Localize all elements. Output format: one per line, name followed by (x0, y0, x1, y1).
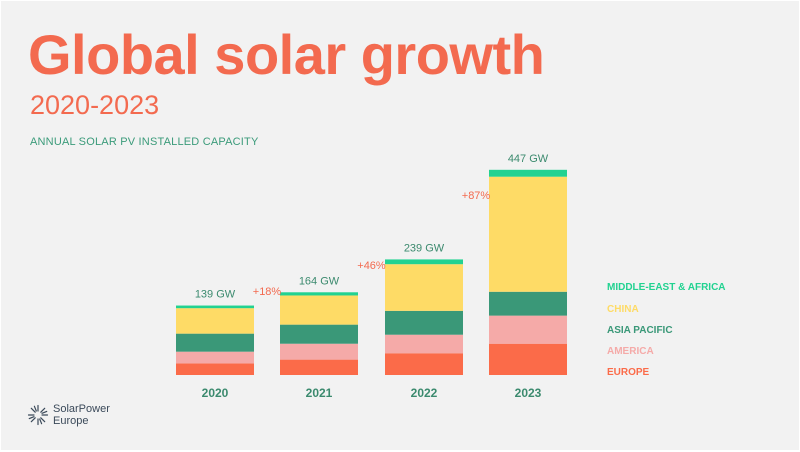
bar-2020-middle-east-africa (176, 305, 254, 309)
bar-2021-china (280, 295, 358, 325)
page-subtitle: 2020-2023 (30, 90, 160, 120)
bar-2020-europe (176, 363, 254, 375)
legend-america: AMERICA (607, 346, 654, 357)
bar-2023-america (489, 315, 567, 344)
page-title: Global solar growth (28, 23, 545, 86)
bar-2020-china (176, 308, 254, 334)
solarpower-europe-logo: SolarPower Europe (27, 403, 110, 427)
legend-middle-east-africa: MIDDLE-EAST & AFRICA (607, 282, 726, 293)
total-label-2020: 139 GW (195, 289, 236, 301)
bar-2021-europe (280, 359, 358, 375)
bar-2022-china (385, 264, 463, 311)
bar-2022-europe (385, 353, 463, 375)
x-tick-2020: 2020 (202, 386, 229, 400)
total-label-2022: 239 GW (404, 242, 445, 254)
total-label-2021: 164 GW (299, 275, 340, 287)
bar-2022-middle-east-africa (385, 259, 463, 265)
bar-2023-middle-east-africa (489, 169, 567, 177)
growth-label-2: +46% (357, 260, 386, 272)
bar-2023-china (489, 176, 567, 292)
logo-line-1: SolarPower (53, 403, 110, 415)
legend-china: CHINA (607, 304, 639, 315)
legend-europe: EUROPE (607, 367, 650, 378)
bar-2020-asia-pacific (176, 333, 254, 352)
bar-2021-asia-pacific (280, 324, 358, 344)
growth-label-3: +87% (462, 190, 491, 202)
legend-asia-pacific: ASIA PACIFIC (607, 325, 673, 336)
logo-line-2: Europe (53, 415, 89, 427)
x-tick-2023: 2023 (515, 386, 542, 400)
bar-2023-asia-pacific (489, 291, 567, 316)
bar-2021-middle-east-africa (280, 292, 358, 296)
total-label-2023: 447 GW (508, 153, 549, 165)
chart-caption: ANNUAL SOLAR PV INSTALLED CAPACITY (30, 136, 259, 148)
bar-2022-america (385, 334, 463, 354)
bar-2021-america (280, 343, 358, 360)
sun-rays-icon (27, 404, 49, 426)
bar-2023-europe (489, 343, 567, 375)
bar-2022-asia-pacific (385, 310, 463, 335)
x-tick-2022: 2022 (411, 386, 438, 400)
bar-2020-america (176, 351, 254, 364)
growth-label-1: +18% (253, 286, 282, 298)
x-tick-2021: 2021 (306, 386, 333, 400)
